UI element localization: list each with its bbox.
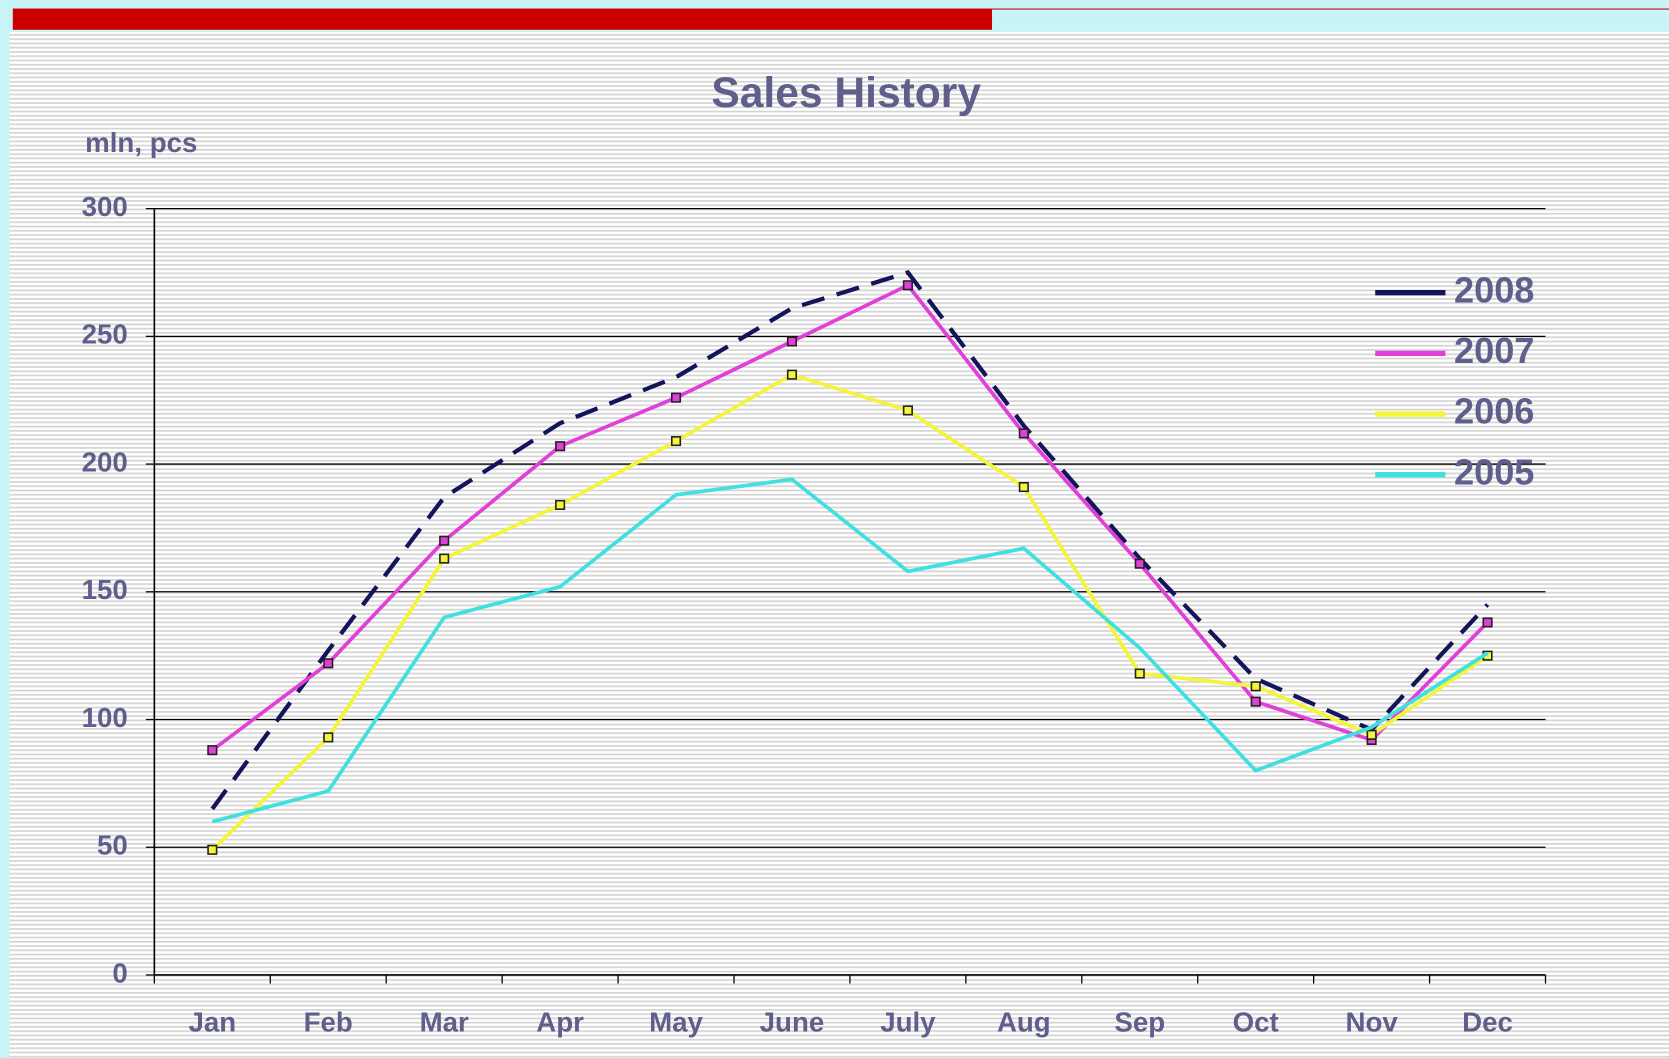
point-marker (786, 369, 798, 380)
x-tick-label: July (880, 1006, 936, 1037)
y-tick-label: 250 (82, 319, 128, 350)
point-marker (1018, 482, 1029, 493)
point-marker (1134, 558, 1145, 569)
legend-label: 2006 (1454, 391, 1534, 432)
series-line (211, 282, 1489, 752)
y-tick-label: 50 (97, 830, 128, 861)
x-tick-label: Mar (420, 1006, 469, 1037)
legend-label: 2007 (1454, 330, 1534, 371)
y-tick-label: 100 (82, 702, 128, 733)
x-tick-label: June (760, 1006, 825, 1037)
series-line (210, 270, 1490, 811)
point-marker (439, 553, 450, 564)
point-marker (207, 844, 218, 855)
top-line (992, 8, 1669, 10)
point-marker (902, 405, 913, 416)
series-line (211, 372, 1489, 852)
legend-label: 2008 (1454, 269, 1534, 310)
legend-label: 2005 (1454, 451, 1534, 492)
y-tick-label: 0 (112, 957, 127, 988)
point-marker (555, 499, 566, 511)
x-tick-label: Oct (1233, 1006, 1279, 1037)
background (9, 31, 1669, 1058)
point-marker (323, 658, 334, 669)
y-tick-label: 150 (82, 574, 128, 605)
point-marker (1366, 729, 1377, 740)
point-marker (555, 441, 566, 452)
series-line (211, 477, 1489, 824)
point-marker (670, 392, 682, 403)
point-marker (1482, 617, 1493, 628)
point-marker (439, 535, 450, 546)
point-marker (1134, 668, 1145, 679)
y-tick-label: 300 (82, 191, 128, 222)
point-marker (670, 436, 682, 447)
point-marker (1250, 696, 1261, 707)
x-tick-label: Sep (1114, 1006, 1165, 1037)
chart-title: Sales History (711, 69, 981, 117)
y-axis-label: mln, pcs (85, 127, 197, 158)
x-tick-label: Jan (188, 1006, 236, 1037)
point-marker (1018, 428, 1029, 439)
x-tick-label: Nov (1345, 1006, 1398, 1037)
x-tick-label: Feb (304, 1006, 353, 1037)
point-marker (323, 732, 334, 743)
point-marker (902, 280, 913, 291)
point-marker (786, 336, 798, 347)
x-tick-label: May (649, 1006, 703, 1037)
top-bar (12, 8, 993, 30)
x-tick-label: Dec (1462, 1006, 1513, 1037)
x-tick-label: Aug (997, 1006, 1051, 1037)
y-tick-label: 200 (82, 446, 128, 477)
point-marker (207, 745, 218, 756)
x-tick-label: Apr (536, 1006, 584, 1037)
point-marker (1250, 681, 1261, 692)
